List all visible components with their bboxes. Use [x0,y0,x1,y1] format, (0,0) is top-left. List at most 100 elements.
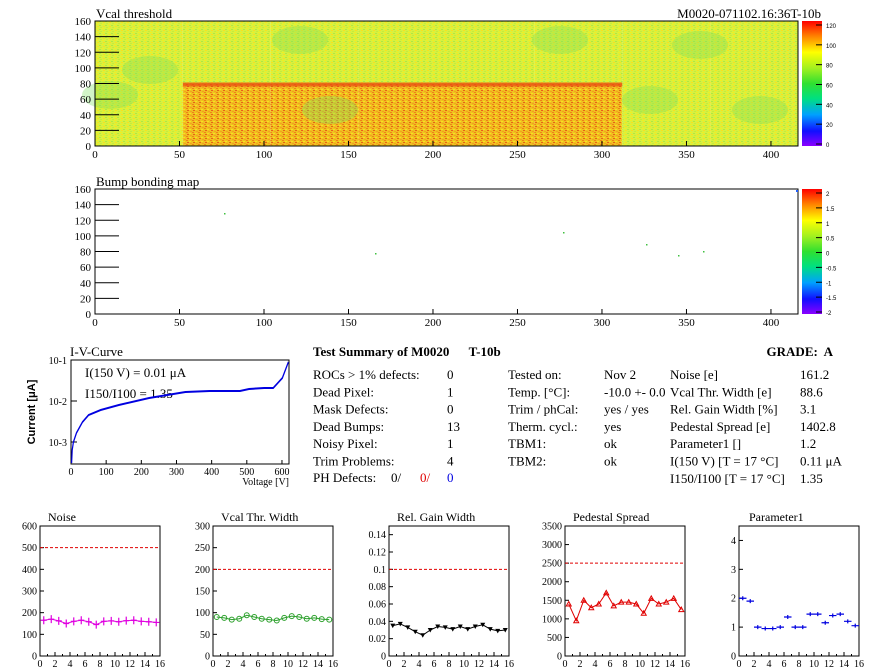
defect-value: 13 [447,419,460,434]
y-tick-label: 0 [86,141,92,153]
data-point [754,625,762,630]
data-point [115,617,122,626]
iv-curve-line [71,361,289,464]
scale-label: 40 [826,103,833,109]
roc-block [182,83,271,146]
x-tick-label: 150 [340,149,357,161]
scale-label: 120 [826,24,837,30]
x-tick-label: 6 [256,659,261,670]
x-tick-label: 50 [174,317,186,329]
chart-title: Rel. Gain Width [397,510,475,524]
data-point [670,594,678,601]
x-tick-label: 2 [752,659,757,670]
roc-patch [532,26,588,54]
x-tick-label: 12 [650,659,660,670]
data-point [632,600,640,607]
y-tick-label: 0 [32,652,37,663]
y-tick-label: 2500 [542,559,562,570]
scale-label: 20 [826,123,833,129]
series-line [216,614,330,621]
x-tick-label: 14 [313,659,323,670]
scale-label: 80 [826,64,833,70]
y-tick-label: 600 [22,522,37,533]
chart-frame [564,525,686,657]
roc-edge [182,82,623,87]
data-point [130,616,137,625]
x-tick-label: 200 [425,317,442,329]
x-tick-label: 10 [459,659,469,670]
x-tick-label: 4 [593,659,598,670]
data-point [145,617,152,626]
param-value: 0.11 μA [800,454,842,469]
data-point [799,625,807,630]
scale-label: -2 [826,311,832,317]
data-point [457,624,463,630]
data-point [565,600,573,607]
data-point [281,614,288,621]
param-label: Parameter1 [] [670,436,741,451]
data-point [420,633,426,638]
x-tick-label: 50 [174,149,186,161]
y-tick-label: 100 [75,63,92,75]
param-label: Vcal Thr. Width [e] [670,384,772,399]
y-tick-label: 100 [75,231,92,243]
vcal-title: Vcal threshold [96,6,173,21]
scale-label: 1.5 [826,207,835,213]
data-point [784,615,792,619]
data-point [442,625,448,630]
bump-title: Bump bonding map [96,174,199,189]
roc-block [358,83,447,146]
series-line [568,591,682,623]
x-tick-label: 8 [623,659,628,670]
y-tick-label: 0 [731,652,736,663]
data-point [228,616,235,623]
test-value: -10.0 +- 0.0 [604,384,666,399]
x-tick-label: 12 [824,659,834,670]
data-point [472,624,478,630]
x-tick-label: 14 [839,659,849,670]
data-point [266,616,273,623]
roc-block [710,83,798,146]
data-point [243,612,250,619]
roc-block [270,83,359,146]
data-point [55,616,62,625]
y-tick-label: 0.02 [369,634,387,645]
x-tick-label: 6 [608,659,613,670]
y-tick-label: 2 [731,594,736,605]
defect-label: ROCs > 1% defects: [313,367,420,382]
param-label: Pedestal Spread [e] [670,419,770,434]
data-point [326,616,333,623]
y-tick-label: 50 [200,630,210,641]
x-tick-label: 0 [563,659,568,670]
iv-x-tick-label: 0 [69,467,74,478]
data-point [610,602,618,609]
data-point [258,615,265,622]
data-point [647,594,655,601]
bump-defect-dots [224,190,798,257]
data-point [836,612,844,617]
x-tick-label: 2 [226,659,231,670]
iv-curve-panel: I-V-Curve 0 100 200 300 400 500 600 10-3 10-2 10-… [26,344,290,488]
x-tick-label: 400 [763,149,780,161]
y-tick-label: 100 [22,630,37,641]
data-point [844,619,852,624]
x-tick-label: 300 [594,149,611,161]
scale-label: 2 [826,192,830,198]
x-tick-label: 0 [387,659,392,670]
y-tick-label: 0 [205,652,210,663]
chart-title: Noise [48,510,76,524]
data-point [480,622,486,628]
data-point [138,617,145,626]
roc-block [534,83,623,146]
iv-annotation-current: I(150 V) = 0.01 μA [85,365,187,380]
x-tick-label: 16 [854,659,864,670]
y-tick-label: 1 [731,623,736,634]
test-label: TBM2: [508,454,546,469]
y-tick-label: 140 [75,200,92,212]
x-tick-label: 14 [489,659,499,670]
test-value: yes / yes [604,402,649,417]
data-point [40,616,47,625]
